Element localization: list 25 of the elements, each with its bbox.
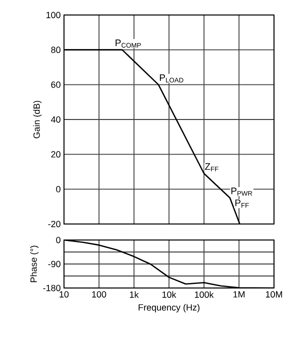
x-axis-title: Frequency (Hz) xyxy=(138,304,200,312)
y-axis-title: Gain (dB) xyxy=(33,100,42,138)
y-tick-label: 20 xyxy=(51,151,60,158)
y-tick-label: 100 xyxy=(46,12,60,18)
x-tick-label: 10 xyxy=(60,291,69,298)
y-axis-title: Phase (°) xyxy=(30,246,39,282)
annotation: P$_{PWR}$ xyxy=(231,188,252,196)
x-tick-label: 10M xyxy=(266,291,282,298)
y-tick-label: 0 xyxy=(56,186,60,192)
y-tick-label: 40 xyxy=(50,116,60,123)
x-tick-label: 1M xyxy=(233,291,245,298)
y-tick-label: -20 xyxy=(48,220,60,228)
annotation: Z$_{FF}$ xyxy=(205,163,218,172)
x-tick-label: 1k xyxy=(130,291,139,298)
annotation: P$_{COMP}$ xyxy=(116,40,141,48)
annotation: P$_{LOAD}$ xyxy=(160,74,184,82)
x-tick-label: 10k xyxy=(162,291,176,298)
y-tick-label: -90 xyxy=(48,260,60,268)
y-tick-label: 60 xyxy=(51,81,60,88)
y-tick-label: -180 xyxy=(43,284,60,292)
x-tick-label: 100k xyxy=(194,291,214,298)
y-tick-label: 80 xyxy=(51,46,60,54)
x-tick-label: 100 xyxy=(92,291,106,298)
y-tick-label: 0 xyxy=(56,236,60,244)
annotation: P$_{FF}$ xyxy=(235,200,249,208)
